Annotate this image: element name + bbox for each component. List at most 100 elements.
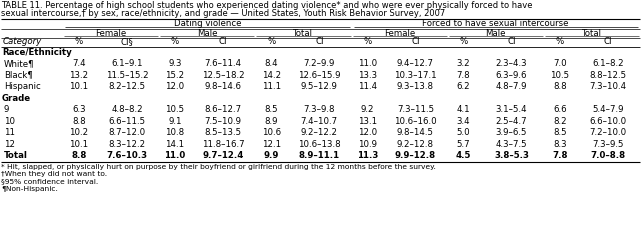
Text: 8.9–11.1: 8.9–11.1 bbox=[299, 151, 340, 160]
Text: %: % bbox=[267, 38, 276, 46]
Text: 10.2: 10.2 bbox=[69, 128, 88, 137]
Text: CI: CI bbox=[508, 38, 516, 46]
Text: 7.3–9.5: 7.3–9.5 bbox=[592, 140, 624, 149]
Text: 4.5: 4.5 bbox=[456, 151, 471, 160]
Text: 10.6–13.8: 10.6–13.8 bbox=[298, 140, 340, 149]
Text: Female: Female bbox=[96, 29, 127, 38]
Text: CI: CI bbox=[219, 38, 228, 46]
Text: 8.3–12.2: 8.3–12.2 bbox=[108, 140, 146, 149]
Text: 3.4: 3.4 bbox=[457, 117, 470, 126]
Text: 6.1–8.2: 6.1–8.2 bbox=[592, 59, 624, 68]
Text: 8.2–12.5: 8.2–12.5 bbox=[108, 82, 146, 91]
Text: %: % bbox=[460, 38, 468, 46]
Text: 12: 12 bbox=[4, 140, 15, 149]
Text: 7.5–10.9: 7.5–10.9 bbox=[204, 117, 242, 126]
Text: 7.3–11.5: 7.3–11.5 bbox=[397, 105, 434, 114]
Text: 9.7–12.4: 9.7–12.4 bbox=[203, 151, 244, 160]
Text: 11: 11 bbox=[4, 128, 15, 137]
Text: 9.3–13.8: 9.3–13.8 bbox=[397, 82, 434, 91]
Text: 8.5–13.5: 8.5–13.5 bbox=[204, 128, 242, 137]
Text: 7.4: 7.4 bbox=[72, 59, 86, 68]
Text: Black¶: Black¶ bbox=[4, 71, 33, 80]
Text: %: % bbox=[556, 38, 564, 46]
Text: 9.8–14.6: 9.8–14.6 bbox=[204, 82, 242, 91]
Text: 8.5: 8.5 bbox=[553, 128, 567, 137]
Text: %: % bbox=[363, 38, 372, 46]
Text: 11.8–16.7: 11.8–16.7 bbox=[202, 140, 244, 149]
Text: 9.2–12.2: 9.2–12.2 bbox=[301, 128, 338, 137]
Text: 8.8–12.5: 8.8–12.5 bbox=[589, 71, 626, 80]
Text: 8.9: 8.9 bbox=[265, 117, 278, 126]
Text: 13.2: 13.2 bbox=[69, 71, 88, 80]
Text: 9.1: 9.1 bbox=[169, 117, 182, 126]
Text: 3.2: 3.2 bbox=[457, 59, 470, 68]
Text: Hispanic: Hispanic bbox=[4, 82, 41, 91]
Text: 6.3–9.6: 6.3–9.6 bbox=[496, 71, 528, 80]
Text: 9.8–14.5: 9.8–14.5 bbox=[397, 128, 434, 137]
Text: 9.2: 9.2 bbox=[361, 105, 374, 114]
Text: 4.3–7.5: 4.3–7.5 bbox=[495, 140, 528, 149]
Text: CI: CI bbox=[315, 38, 324, 46]
Text: CI: CI bbox=[604, 38, 612, 46]
Text: 12.0: 12.0 bbox=[165, 82, 185, 91]
Text: 12.6–15.9: 12.6–15.9 bbox=[298, 71, 340, 80]
Text: 8.2: 8.2 bbox=[553, 117, 567, 126]
Text: 6.3: 6.3 bbox=[72, 105, 86, 114]
Text: 11.4: 11.4 bbox=[358, 82, 377, 91]
Text: 11.0: 11.0 bbox=[358, 59, 377, 68]
Text: 7.0–8.8: 7.0–8.8 bbox=[590, 151, 626, 160]
Text: 11.5–15.2: 11.5–15.2 bbox=[106, 71, 148, 80]
Text: 5.7: 5.7 bbox=[457, 140, 470, 149]
Text: Race/Ethnicity: Race/Ethnicity bbox=[2, 48, 72, 57]
Text: Category: Category bbox=[3, 38, 42, 46]
Text: 8.8: 8.8 bbox=[553, 82, 567, 91]
Text: 6.2: 6.2 bbox=[457, 82, 470, 91]
Text: 11.0: 11.0 bbox=[164, 151, 186, 160]
Text: Male: Male bbox=[485, 29, 506, 38]
Text: 10.1: 10.1 bbox=[69, 140, 88, 149]
Text: Female: Female bbox=[384, 29, 415, 38]
Text: * Hit, slapped, or physically hurt on purpose by their boyfriend or girlfriend d: * Hit, slapped, or physically hurt on pu… bbox=[1, 164, 436, 169]
Text: 11.3: 11.3 bbox=[356, 151, 378, 160]
Text: 10.1: 10.1 bbox=[69, 82, 88, 91]
Text: 4.1: 4.1 bbox=[457, 105, 470, 114]
Text: 10.5: 10.5 bbox=[550, 71, 569, 80]
Text: 11.1: 11.1 bbox=[262, 82, 281, 91]
Text: 8.8: 8.8 bbox=[71, 151, 87, 160]
Text: CI§: CI§ bbox=[121, 38, 133, 46]
Text: 12.1: 12.1 bbox=[262, 140, 281, 149]
Text: Forced to have sexual intercourse: Forced to have sexual intercourse bbox=[422, 19, 569, 28]
Text: %: % bbox=[75, 38, 83, 46]
Text: 9.5–12.9: 9.5–12.9 bbox=[301, 82, 338, 91]
Text: 2.5–4.7: 2.5–4.7 bbox=[495, 117, 528, 126]
Text: 4.8–8.2: 4.8–8.2 bbox=[111, 105, 143, 114]
Text: 8.4: 8.4 bbox=[264, 59, 278, 68]
Text: 13.3: 13.3 bbox=[358, 71, 377, 80]
Text: 10.3–17.1: 10.3–17.1 bbox=[394, 71, 437, 80]
Text: 6.6–10.0: 6.6–10.0 bbox=[589, 117, 626, 126]
Text: 14.2: 14.2 bbox=[262, 71, 281, 80]
Text: 10.6: 10.6 bbox=[262, 128, 281, 137]
Text: 7.8: 7.8 bbox=[552, 151, 567, 160]
Text: 15.2: 15.2 bbox=[165, 71, 185, 80]
Text: 3.1–5.4: 3.1–5.4 bbox=[495, 105, 528, 114]
Text: †When they did not want to.: †When they did not want to. bbox=[1, 171, 107, 177]
Text: 6.6–11.5: 6.6–11.5 bbox=[108, 117, 146, 126]
Text: sexual intercourse,† by sex, race/ethnicity, and grade — United States, Youth Ri: sexual intercourse,† by sex, race/ethnic… bbox=[1, 9, 445, 18]
Text: 7.4–10.7: 7.4–10.7 bbox=[301, 117, 338, 126]
Text: 8.3: 8.3 bbox=[553, 140, 567, 149]
Text: 7.2–9.9: 7.2–9.9 bbox=[304, 59, 335, 68]
Text: 5.4–7.9: 5.4–7.9 bbox=[592, 105, 624, 114]
Text: 9.3: 9.3 bbox=[169, 59, 182, 68]
Text: 12.0: 12.0 bbox=[358, 128, 377, 137]
Text: ¶Non-Hispanic.: ¶Non-Hispanic. bbox=[1, 186, 58, 192]
Text: 7.3–10.4: 7.3–10.4 bbox=[589, 82, 626, 91]
Text: 6.6: 6.6 bbox=[553, 105, 567, 114]
Text: §95% confidence interval.: §95% confidence interval. bbox=[1, 178, 98, 184]
Text: 8.5: 8.5 bbox=[264, 105, 278, 114]
Text: 9.4–12.7: 9.4–12.7 bbox=[397, 59, 434, 68]
Text: 5.0: 5.0 bbox=[457, 128, 470, 137]
Text: Grade: Grade bbox=[2, 94, 31, 103]
Text: Dating violence: Dating violence bbox=[174, 19, 241, 28]
Text: 10.8: 10.8 bbox=[165, 128, 185, 137]
